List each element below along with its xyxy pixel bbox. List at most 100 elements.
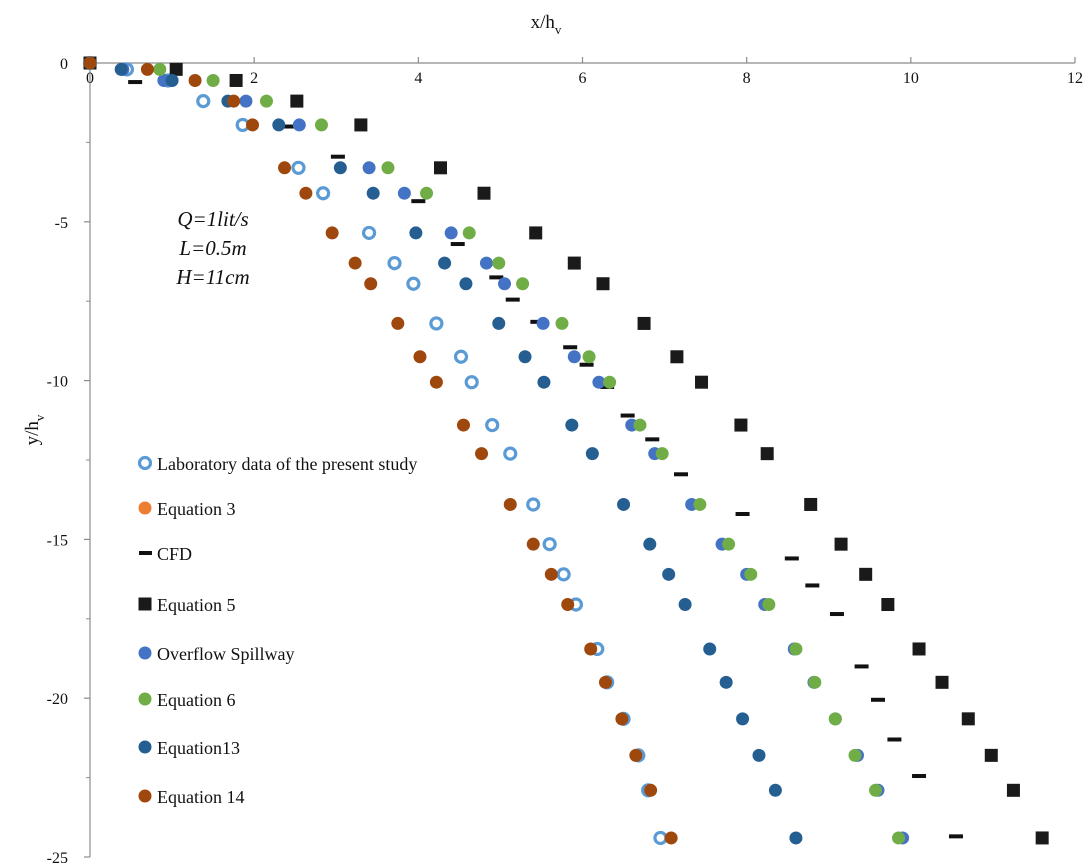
data-point — [459, 277, 473, 291]
data-point — [760, 447, 774, 461]
data-point — [961, 712, 975, 726]
legend-marker-laboratory — [137, 455, 153, 471]
x-ticks: 0 2 4 6 8 10 12 — [86, 57, 1083, 87]
data-point — [140, 62, 154, 76]
data-point — [871, 697, 885, 702]
data-point — [984, 748, 998, 762]
annotation-length: L=0.5m — [178, 236, 246, 260]
data-point — [387, 255, 402, 271]
data-point — [333, 161, 347, 175]
data-point — [653, 830, 668, 846]
data-point — [567, 350, 581, 364]
x-tick-label: 4 — [414, 70, 422, 87]
series-equation-5 — [83, 56, 1049, 845]
data-point — [567, 256, 581, 270]
data-point — [366, 186, 380, 200]
data-point — [397, 186, 411, 200]
legend-item-equation-6: Equation 6 — [138, 690, 236, 710]
data-point — [544, 567, 558, 581]
legend-item-equation-14: Equation 14 — [138, 787, 245, 807]
legend-label-equation-13: Equation13 — [157, 738, 240, 758]
data-point — [489, 275, 504, 280]
data-point — [561, 598, 575, 612]
data-point — [450, 242, 465, 247]
data-point — [429, 375, 443, 389]
data-point — [596, 277, 610, 291]
data-point — [784, 556, 799, 561]
data-point — [284, 124, 299, 129]
data-point — [935, 675, 949, 689]
data-point — [768, 783, 782, 797]
data-point — [643, 537, 657, 551]
data-point — [834, 537, 848, 551]
data-point — [804, 497, 818, 511]
data-point — [498, 277, 512, 291]
data-point — [290, 94, 304, 108]
series-overflow-spillway — [83, 56, 910, 845]
data-point — [734, 418, 748, 432]
data-point — [762, 598, 776, 612]
legend-item-equation-13: Equation13 — [138, 738, 240, 758]
data-point — [670, 350, 684, 364]
legend-label-equation-3: Equation 3 — [157, 499, 236, 519]
y-tick-label: -5 — [55, 215, 68, 232]
data-point — [678, 598, 692, 612]
data-point — [206, 73, 220, 87]
data-point — [620, 413, 635, 418]
series-laboratory-data-of-the-present-study — [82, 55, 668, 846]
data-point — [808, 675, 822, 689]
data-point — [585, 447, 599, 461]
data-point — [805, 583, 820, 588]
data-point — [592, 375, 606, 389]
data-point — [196, 94, 211, 109]
data-point — [479, 256, 493, 270]
parameters-annotation: Q=1lit/s L=0.5m H=11cm — [175, 207, 249, 289]
data-point — [505, 297, 520, 302]
annotation-flow: Q=1lit/s — [177, 207, 248, 231]
data-point — [869, 783, 883, 797]
data-point — [227, 94, 241, 108]
legend-marker-cfd — [139, 551, 152, 555]
data-point — [529, 226, 543, 240]
y-tick-label: -20 — [47, 691, 68, 708]
data-point — [854, 664, 869, 669]
data-point — [464, 375, 479, 390]
legend-label-equation-6: Equation 6 — [157, 690, 236, 710]
legend-marker-equation-6 — [138, 692, 152, 706]
data-point — [492, 256, 506, 270]
data-point — [789, 831, 803, 845]
series-equation-14 — [83, 56, 678, 845]
data-point — [582, 350, 596, 364]
data-point — [859, 567, 873, 581]
data-point — [278, 161, 292, 175]
data-point — [744, 567, 758, 581]
data-point — [314, 118, 328, 132]
data-point — [892, 831, 906, 845]
data-point — [644, 783, 658, 797]
legend-item-laboratory: Laboratory data of the present study — [137, 454, 417, 474]
data-point — [503, 497, 517, 511]
legend-item-equation-5: Equation 5 — [138, 595, 236, 615]
data-point — [536, 316, 550, 330]
data-point — [316, 186, 331, 201]
legend-marker-overflow-spillway — [138, 646, 152, 660]
data-point — [617, 497, 631, 511]
data-point — [584, 642, 598, 656]
legend-marker-equation-5 — [138, 597, 152, 611]
data-point — [629, 748, 643, 762]
data-point — [165, 73, 179, 87]
data-point — [272, 118, 286, 132]
legend-marker-equation-14 — [138, 789, 152, 803]
data-point — [114, 62, 128, 76]
data-point — [703, 642, 717, 656]
data-point — [292, 118, 306, 132]
data-point — [169, 62, 183, 76]
y-tick-label: -10 — [47, 374, 68, 391]
data-point — [444, 226, 458, 240]
data-point — [364, 277, 378, 291]
data-point — [735, 511, 750, 516]
data-point — [674, 472, 688, 477]
data-point — [563, 345, 578, 350]
data-point — [83, 56, 97, 70]
